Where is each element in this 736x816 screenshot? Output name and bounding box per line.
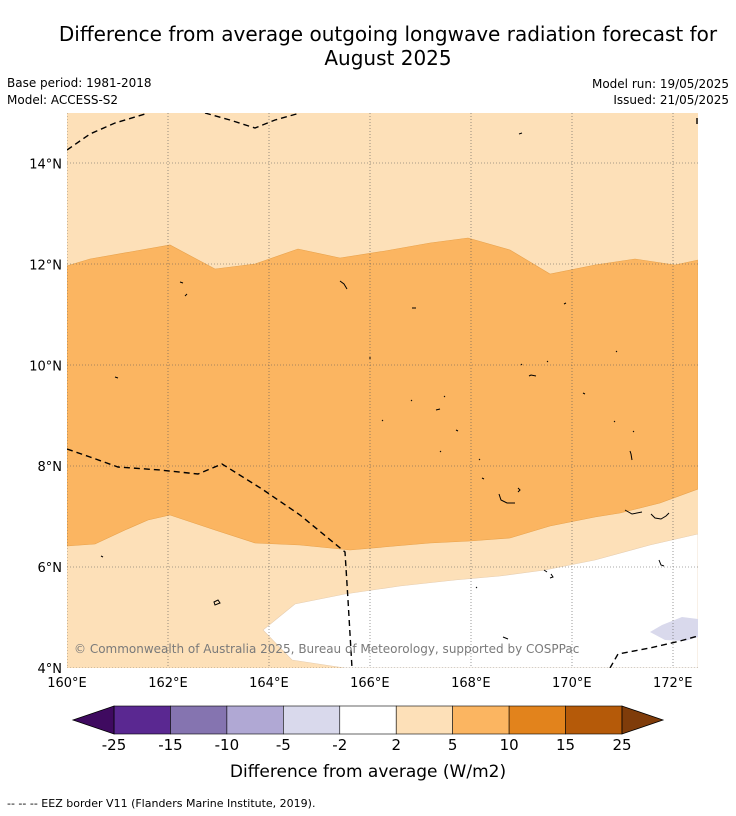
issued-date: Issued: 21/05/2025 — [613, 93, 729, 107]
latitude-label: 4°N — [38, 662, 63, 677]
colorbar-title: Difference from average (W/m2) — [229, 762, 507, 782]
islands — [100, 132, 670, 640]
longitude-label: 168°E — [451, 676, 491, 691]
longitude-label: 166°E — [350, 676, 390, 691]
colorbar-cell — [452, 705, 510, 735]
longitude-label: 162°E — [148, 676, 188, 691]
colorbar-cell — [565, 705, 623, 735]
colorbar-ticks: -25 -15 -10 -5 -2 2 5 10 15 25 — [102, 736, 632, 754]
colorbar-cell — [395, 705, 453, 735]
colorbar-tick-label: -15 — [158, 736, 183, 754]
colorbar-tick-label: -25 — [102, 736, 127, 754]
longitude-label: 170°E — [552, 676, 592, 691]
title-line-2: August 2025 — [324, 46, 452, 70]
colorbar-tick-label: -2 — [332, 736, 347, 754]
colorbar-cell — [339, 705, 397, 735]
colorbar-tick-label: 15 — [556, 736, 575, 754]
copyright-notice: © Commonwealth of Australia 2025, Bureau… — [74, 642, 579, 656]
latitude-labels: 14°N 12°N 10°N 8°N 6°N 4°N — [29, 157, 62, 677]
colorbar-cell — [113, 705, 171, 735]
colorbar-tick-label: -10 — [215, 736, 240, 754]
map-panel: © Commonwealth of Australia 2025, Bureau… — [29, 113, 698, 691]
anomaly-patch-lavender — [650, 617, 698, 641]
latitude-label: 8°N — [38, 460, 63, 475]
colorbar-tick-label: 2 — [391, 736, 401, 754]
latitude-label: 12°N — [29, 258, 62, 273]
longitude-label: 172°E — [653, 676, 693, 691]
latitude-label: 14°N — [29, 157, 62, 172]
longitude-label: 160°E — [47, 676, 87, 691]
base-period: Base period: 1981-2018 — [7, 76, 152, 90]
latitude-label: 10°N — [29, 359, 62, 374]
colorbar-cell — [508, 705, 566, 735]
longitude-labels: 160°E 162°E 164°E 166°E 168°E 170°E 172°E — [47, 676, 692, 691]
model-run: Model run: 19/05/2025 — [591, 77, 729, 91]
colorbar-tick-label: 5 — [448, 736, 458, 754]
anomaly-band-orange — [67, 237, 698, 551]
colorbar-cells — [113, 705, 623, 735]
model-name: Model: ACCESS-S2 — [7, 93, 119, 107]
eez-legend: -- -- -- EEZ border V11 (Flanders Marine… — [7, 797, 316, 810]
eez-borders — [67, 113, 698, 668]
longitude-label: 164°E — [249, 676, 289, 691]
colorbar-cell — [283, 705, 341, 735]
colorbar-tick-label: 25 — [612, 736, 631, 754]
chart-title: Difference from average outgoing longwav… — [20, 22, 736, 70]
colorbar-cell — [170, 705, 228, 735]
colorbar-over-triangle — [621, 705, 665, 735]
colorbar-tick-label: 10 — [500, 736, 519, 754]
anomaly-band-neutral — [262, 533, 698, 668]
colorbar-cell — [226, 705, 284, 735]
colorbar-tick-label: -5 — [276, 736, 291, 754]
colorbar-under-triangle — [71, 705, 115, 735]
title-line-1: Difference from average outgoing longwav… — [58, 22, 718, 46]
latitude-label: 6°N — [38, 561, 63, 576]
gridlines — [67, 113, 698, 668]
